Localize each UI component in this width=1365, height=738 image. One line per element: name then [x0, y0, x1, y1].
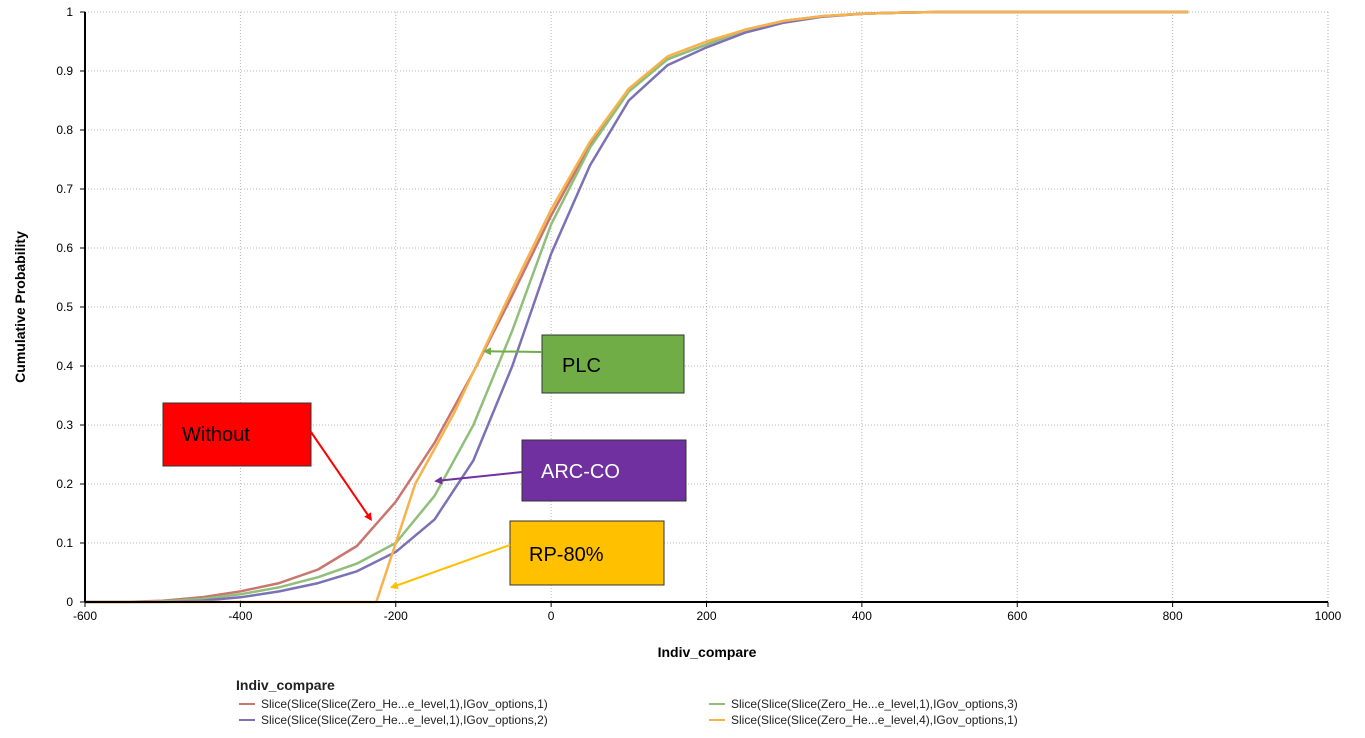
callout-arrow-3	[434, 471, 523, 485]
legend-item-series-4[interactable]: Slice(Slice(Slice(Zero_He...e_level,4),I…	[706, 712, 1126, 727]
y-tick-label: 0.8	[56, 123, 73, 137]
legend-swatch	[709, 718, 725, 721]
callout-box-4	[509, 520, 665, 586]
x-tick-label: 0	[548, 609, 555, 623]
callouts: PLC Without ARC-CO RP-80%	[162, 334, 687, 589]
legend-title: Indiv_compare	[236, 677, 335, 693]
y-tick-label: 0.4	[56, 359, 73, 373]
legend-item-series-1[interactable]: Slice(Slice(Slice(Zero_He...e_level,1),I…	[236, 696, 706, 711]
series-lines	[85, 10, 1189, 604]
y-tick-label: 0.2	[56, 477, 73, 491]
legend-label: Slice(Slice(Slice(Zero_He...e_level,1),I…	[731, 696, 1018, 711]
callout-label-2: Without	[182, 424, 250, 446]
callout-label-4: RP-80%	[529, 544, 604, 566]
y-axis-title: Cumulative Probability	[12, 231, 28, 383]
x-tick-label: 600	[1007, 609, 1027, 623]
x-tick-label: 1000	[1315, 609, 1342, 623]
x-tick-label: 400	[852, 609, 872, 623]
y-tick-label: 1	[66, 5, 73, 19]
x-axis-title: Indiv_compare	[658, 644, 757, 660]
legend-item-series-3[interactable]: Slice(Slice(Slice(Zero_He...e_level,1),I…	[706, 696, 1126, 711]
x-tick-label: -200	[384, 609, 408, 623]
callout-label-3: ARC-CO	[541, 461, 620, 483]
y-tick-label: 0.9	[56, 64, 73, 78]
x-tick-label: 200	[696, 609, 716, 623]
legend-swatch	[239, 718, 255, 721]
legend-label: Slice(Slice(Slice(Zero_He...e_level,1),I…	[261, 712, 548, 727]
callout-label-1: PLC	[562, 355, 601, 377]
legend-label: Slice(Slice(Slice(Zero_He...e_level,1),I…	[261, 696, 548, 711]
callout-box-1	[541, 334, 685, 394]
y-tick-label: 0.6	[56, 241, 73, 255]
axes: -600 -400 -200 0 200 400 600 800 1000 0 0.1 0.2 0.3 0…	[56, 5, 1341, 623]
x-tick-label: -400	[228, 609, 252, 623]
y-tick-label: 0.7	[56, 182, 73, 196]
x-tick-label: 800	[1163, 609, 1183, 623]
callout-arrow-4	[389, 544, 511, 589]
grid-lines	[85, 11, 1329, 602]
legend-label: Slice(Slice(Slice(Zero_He...e_level,4),I…	[731, 712, 1018, 727]
y-tick-label: 0.1	[56, 536, 73, 550]
legend-swatch	[709, 702, 725, 705]
legend-swatch	[239, 702, 255, 705]
callout-box-3	[521, 439, 687, 502]
legend-item-series-2[interactable]: Slice(Slice(Slice(Zero_He...e_level,1),I…	[236, 712, 706, 727]
callout-arrow-1	[483, 347, 543, 356]
y-tick-label: 0	[66, 595, 73, 609]
x-tick-label: -600	[73, 609, 97, 623]
y-tick-label: 0.3	[56, 418, 73, 432]
legend: Indiv_compare Slice(Slice(Slice(Zero_He.…	[236, 677, 1126, 727]
y-tick-label: 0.5	[56, 300, 73, 314]
callout-arrow-2	[310, 431, 373, 522]
callout-box-2	[162, 402, 312, 467]
